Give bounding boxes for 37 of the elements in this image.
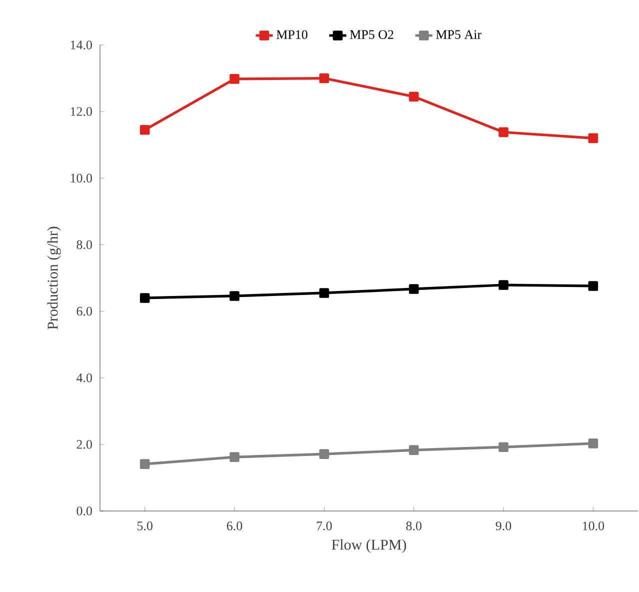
- y-tick-label: 10.0: [70, 174, 92, 183]
- point: [140, 124, 150, 135]
- x-tick-label: 6.0: [226, 522, 242, 530]
- y-axis-title: Production (g/hr): [47, 226, 61, 330]
- y-tick-label: 2.0: [76, 440, 92, 449]
- x-axis-title: Flow (LPM): [332, 539, 406, 553]
- x-tick-label: 7.0: [316, 522, 332, 530]
- point: [230, 291, 240, 301]
- point: [498, 127, 508, 138]
- x-tick-label: 5.0: [137, 522, 152, 530]
- point: [408, 92, 419, 102]
- point: [140, 293, 150, 303]
- point: [319, 449, 330, 459]
- legend-label: MP10: [276, 30, 308, 39]
- y-tick-label: 14.0: [70, 40, 92, 50]
- point: [588, 438, 598, 448]
- y-tick-label: 0.0: [76, 506, 92, 516]
- y-tick-label: 6.0: [76, 306, 92, 316]
- point: [140, 459, 150, 469]
- point: [230, 452, 240, 462]
- y-tick-label: 8.0: [76, 240, 92, 250]
- x-tick-label: 8.0: [406, 522, 422, 530]
- point: [319, 73, 330, 84]
- legend-label: MP5 O2: [350, 30, 394, 39]
- point: [588, 281, 598, 291]
- point: [230, 74, 240, 84]
- legend-label: MP5 Air: [436, 30, 482, 39]
- point: [498, 280, 508, 290]
- point: [408, 284, 419, 294]
- point: [498, 442, 508, 452]
- x-tick-label: 10.0: [582, 522, 604, 530]
- y-tick-label: 12.0: [70, 107, 92, 116]
- point: [588, 133, 598, 144]
- x-tick-label: 9.0: [496, 522, 512, 530]
- point: [319, 288, 330, 298]
- point: [408, 445, 419, 455]
- y-tick-label: 4.0: [76, 373, 92, 382]
